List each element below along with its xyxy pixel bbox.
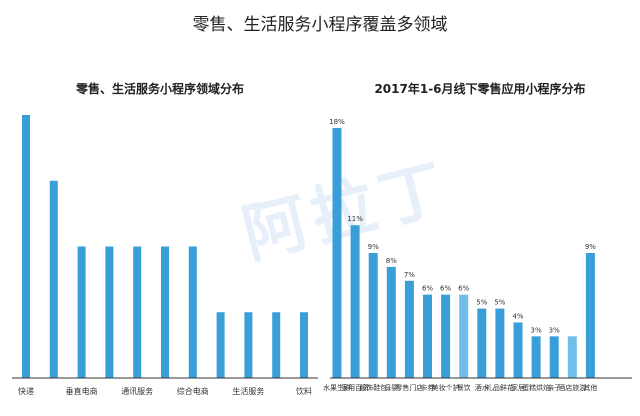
left-tick-label-4: 通讯服务: [121, 386, 153, 396]
right-bar-7: [459, 294, 469, 378]
right-data-label-0: 18%: [329, 118, 345, 126]
right-tick-label-10: 家居: [511, 383, 525, 392]
left-bar-8: [244, 312, 253, 378]
right-bar-3: [386, 266, 396, 378]
left-tick-label-0: 快递: [18, 386, 34, 396]
right-bar-4: [404, 280, 414, 378]
right-bar-11: [531, 336, 541, 378]
right-bar-0: [332, 128, 342, 378]
right-bar-2: [368, 253, 378, 378]
left-bar-1: [49, 180, 58, 378]
left-tick-label-6: 综合电商: [177, 386, 209, 396]
right-data-label-1: 11%: [347, 215, 363, 223]
right-tick-label-1: 家用百货: [341, 383, 369, 392]
right-data-label-3: 8%: [386, 257, 397, 265]
right-bar-12: [549, 336, 559, 378]
right-tick-label-7: 餐饮: [457, 383, 471, 392]
left-bar-4: [133, 246, 142, 378]
page-title: 零售、生活服务小程序覆盖多领域: [192, 15, 448, 35]
right-data-label-4: 7%: [404, 271, 415, 279]
right-tick-label-4: 零售门店: [395, 383, 423, 392]
left-tick-label-2: 垂直电商: [66, 386, 98, 396]
left-tick-label-8: 生活服务: [232, 386, 264, 396]
left-bar-10: [300, 312, 308, 378]
right-data-label-2: 9%: [368, 243, 379, 251]
right-tick-label-12: 亲子: [547, 383, 561, 392]
right-tick-label-13: 酒店旅游: [558, 383, 586, 392]
right-data-label-11: 3%: [531, 326, 542, 334]
right-tick-label-3: 母婴: [384, 384, 398, 392]
right-bar-9: [495, 308, 505, 378]
left-bar-2: [77, 246, 86, 378]
right-chart-title: 2017年1-6月线下零售应用小程序分布: [374, 82, 586, 96]
right-bar-14: [585, 253, 595, 378]
right-data-label-12: 3%: [549, 326, 560, 334]
left-bar-7: [216, 312, 225, 378]
right-data-label-7: 6%: [458, 285, 469, 293]
left-bar-6: [188, 246, 197, 378]
left-chart-title: 零售、生活服务小程序领域分布: [75, 82, 244, 96]
left-bar-9: [272, 312, 281, 378]
right-bar-6: [441, 294, 451, 378]
right-tick-label-6: 美妆个护: [432, 383, 460, 392]
right-data-label-9: 5%: [494, 299, 505, 307]
left-tick-label-10: 饮料: [296, 386, 312, 396]
right-bar-5: [423, 294, 432, 378]
right-bar-1: [350, 225, 360, 378]
right-tick-label-9: 礼品鲜花: [486, 383, 514, 392]
right-tick-label-8: 酒水: [475, 383, 489, 392]
left-bar-0: [22, 115, 30, 378]
right-tick-label-5: 卡券: [421, 383, 435, 392]
right-tick-label-14: 其他: [583, 383, 597, 392]
right-data-label-10: 4%: [512, 312, 523, 320]
right-tick-label-2: 服饰鞋包: [359, 383, 387, 392]
right-data-label-8: 5%: [476, 299, 487, 307]
left-bar-3: [105, 246, 114, 378]
right-bar-8: [477, 308, 487, 378]
right-tick-label-0: 水果生鲜: [323, 383, 351, 392]
right-data-label-5: 6%: [422, 285, 433, 293]
right-data-label-14: 9%: [585, 243, 596, 251]
right-data-label-6: 6%: [440, 285, 451, 293]
right-bar-13: [567, 336, 577, 378]
right-tick-label-11: 蛋糕烘焙: [522, 383, 550, 392]
left-bar-5: [161, 246, 169, 378]
right-bar-10: [513, 322, 523, 378]
